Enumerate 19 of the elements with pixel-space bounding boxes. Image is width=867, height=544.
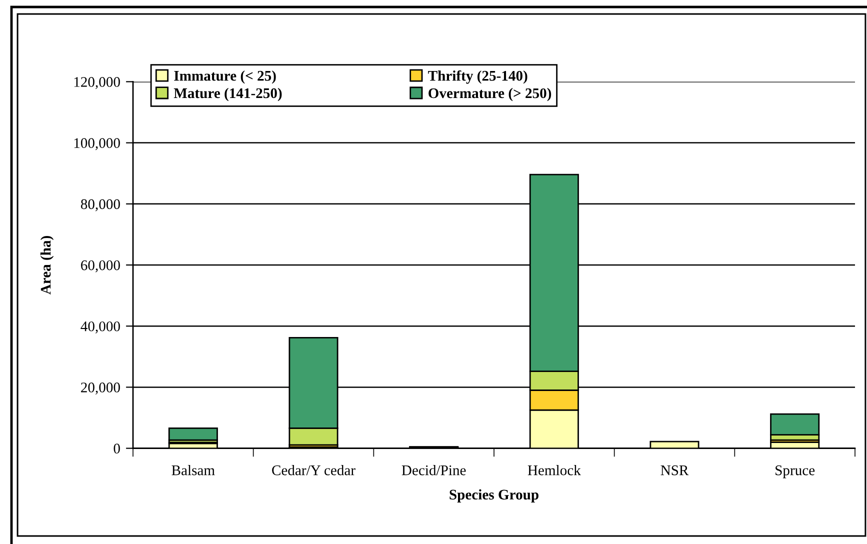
x-tick-label: Spruce (776, 465, 815, 478)
y-tick-label: 40,000 (80, 321, 120, 334)
legend-label: Overmature (> 250) (428, 88, 552, 102)
x-tick-label: Cedar/Y cedar (272, 464, 356, 476)
x-tick-label: Balsam (172, 464, 215, 476)
x-tick-label: NSR (660, 465, 689, 476)
y-tick-label: 100,000 (74, 138, 120, 150)
y-tick-label: 20,000 (81, 382, 120, 394)
y-tick-label: 120,000 (74, 77, 120, 89)
legend-label: Mature (141-250) (174, 88, 282, 102)
y-tick-label: 60,000 (81, 260, 120, 272)
y-tick-label: 0 (114, 444, 120, 454)
legend-label: Thrifty (25-140) (428, 70, 528, 84)
x-tick-label: Hemlock (528, 464, 581, 476)
y-tick-label: 80,000 (80, 199, 120, 212)
x-tick-label: Decid/Pine (402, 464, 466, 476)
x-axis-title: Species Group (450, 489, 538, 503)
y-axis-title: Area (ha) (40, 236, 54, 294)
legend-label: Immature (< 25) (174, 70, 276, 84)
